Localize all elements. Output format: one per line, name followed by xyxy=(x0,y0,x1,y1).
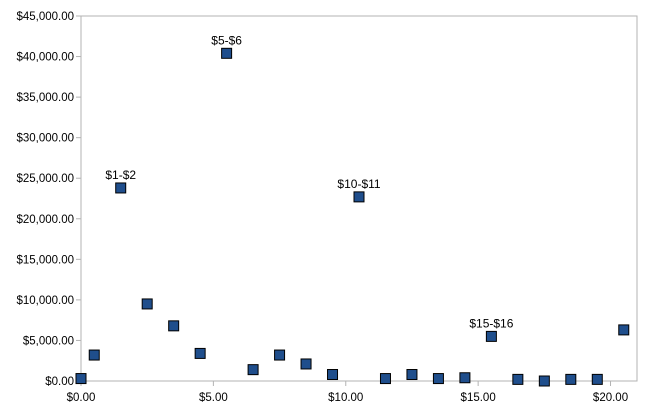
data-point xyxy=(618,324,630,336)
data-point xyxy=(88,349,100,361)
x-tick-label: $15.00 xyxy=(461,392,496,404)
data-point xyxy=(353,191,365,203)
plot-border xyxy=(80,15,638,382)
data-point xyxy=(300,358,312,370)
data-point xyxy=(168,320,180,332)
data-point xyxy=(327,369,339,381)
data-point xyxy=(274,349,286,361)
data-point xyxy=(459,372,471,384)
x-tick-label: $0.00 xyxy=(67,392,96,404)
data-point xyxy=(512,373,524,385)
y-tick-label: $40,000.00 xyxy=(16,52,74,64)
data-point xyxy=(485,330,497,342)
y-tick-label: $25,000.00 xyxy=(16,173,74,185)
data-point xyxy=(115,182,127,194)
data-points xyxy=(75,47,630,387)
y-tick-label: $35,000.00 xyxy=(16,92,74,104)
x-axis: $0.00 $5.00 $10.00 $15.00 $20.00 xyxy=(67,381,628,404)
data-point xyxy=(194,347,206,359)
y-tick-label: $10,000.00 xyxy=(16,295,74,307)
y-tick-label: $45,000.00 xyxy=(16,11,74,23)
plot-area xyxy=(80,15,638,382)
y-tick-label: $0.00 xyxy=(45,376,74,388)
y-axis: $0.00 $5,000.00 $10,000.00 $15,000.00 $20,00… xyxy=(16,11,81,388)
x-tick-label: $10.00 xyxy=(328,392,363,404)
data-point-label: $5-$6 xyxy=(211,33,242,47)
data-point xyxy=(406,369,418,381)
data-point-label: $1-$2 xyxy=(105,168,136,182)
data-point-label: $15-$16 xyxy=(469,316,513,330)
y-tick-label: $15,000.00 xyxy=(16,254,74,266)
data-point xyxy=(432,373,444,385)
y-tick-label: $5,000.00 xyxy=(23,335,74,347)
x-tick-label: $20.00 xyxy=(593,392,628,404)
data-point xyxy=(221,47,233,59)
data-point xyxy=(379,373,391,385)
x-tick-label: $5.00 xyxy=(199,392,228,404)
data-point xyxy=(591,373,603,385)
y-tick-label: $30,000.00 xyxy=(16,133,74,145)
data-point xyxy=(565,373,577,385)
data-point xyxy=(538,375,550,387)
data-point-label: $10-$11 xyxy=(337,177,380,191)
point-annotations: $1-$2 $5-$6 $10-$11 $15-$16 xyxy=(105,33,513,330)
data-point xyxy=(141,298,153,310)
y-tick-label: $20,000.00 xyxy=(16,214,74,226)
data-point xyxy=(75,373,87,385)
data-point xyxy=(247,364,259,376)
